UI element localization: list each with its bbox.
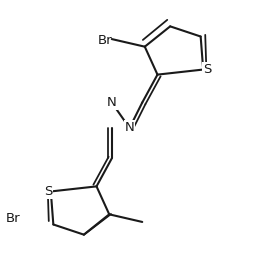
Text: S: S xyxy=(203,63,211,76)
Text: S: S xyxy=(44,185,52,198)
Text: N: N xyxy=(125,121,134,134)
Text: N: N xyxy=(107,96,117,109)
Text: Br: Br xyxy=(98,34,113,47)
Text: Br: Br xyxy=(5,212,20,225)
